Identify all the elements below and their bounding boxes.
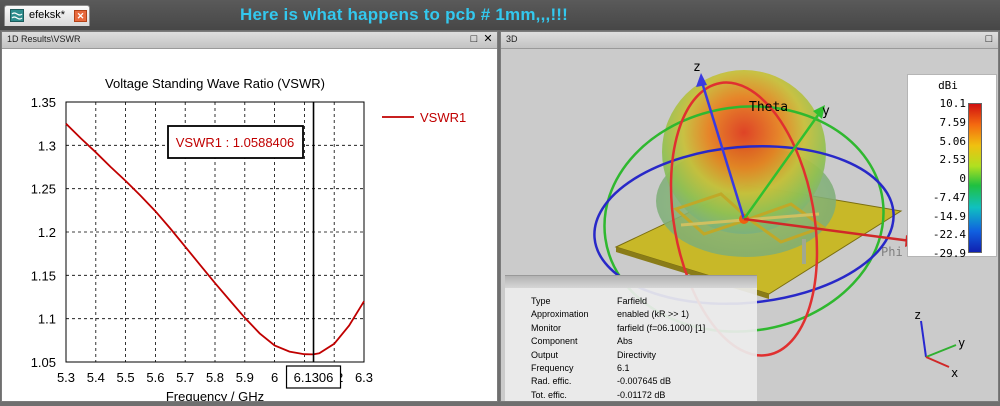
z-axis-label: z: [693, 60, 701, 75]
radiation-main-lobe: [662, 70, 826, 234]
y-tick-label: 1.35: [31, 95, 56, 110]
y-tick-label: 1.3: [38, 138, 56, 153]
colorbar-label: -29.9: [932, 247, 966, 260]
info-value: 6.1: [617, 363, 630, 373]
colorbar-label: -14.9: [932, 209, 966, 223]
info-row: Output Directivity: [531, 350, 656, 360]
info-key: Type: [531, 296, 551, 306]
panel-title: 3D: [506, 34, 518, 44]
panel-title: 1D Results\VSWR: [7, 34, 81, 44]
triad-x-label: x: [951, 366, 958, 380]
info-value: Farfield: [617, 296, 648, 306]
z-axis: [699, 78, 746, 220]
info-key: Rad. effic.: [531, 376, 572, 387]
y-tick-label: 1.15: [31, 268, 56, 283]
info-value: farfield (f=06.1000) [1]: [617, 322, 706, 333]
document-tab-label: efeksk*: [29, 9, 66, 21]
z-axis-arrowhead: [696, 73, 707, 87]
marker-readout: VSWR1 : 1.0588406: [176, 135, 295, 150]
x-tick-label: 6.3: [355, 370, 373, 385]
info-key: Approximation: [531, 309, 589, 320]
colorbar-label: 7.59: [939, 115, 967, 129]
y-axis-label: y: [822, 104, 830, 119]
farfield-info-panel: Type Farfield Approximation enabled (kR >> …: [505, 275, 757, 401]
info-key: Component: [531, 336, 578, 347]
info-key: Frequency: [531, 363, 574, 373]
triad-y-label: y: [958, 336, 965, 350]
vswr-chart[interactable]: Voltage Standing Wave Ratio (VSWR) 5.3 5.4…: [2, 49, 497, 404]
x-tick-label: 5.7: [176, 370, 194, 385]
legend-label: VSWR1: [420, 110, 466, 125]
y-axis: [742, 110, 823, 220]
y-tick-label: 1.2: [38, 225, 56, 240]
colorbar-label: 10.1: [939, 97, 967, 110]
x-tick-label: 5.5: [117, 370, 135, 385]
info-row: Tot. effic. -0.01172 dB: [531, 390, 665, 400]
info-row: Type Farfield: [531, 296, 647, 306]
phi-great-circle: [603, 105, 885, 333]
series-line-vswr1: [65, 123, 365, 356]
antenna-patch-right: [745, 202, 827, 244]
info-value: Directivity: [617, 349, 657, 360]
info-value: Abs: [617, 336, 633, 347]
x-tick-label: 5.3: [57, 370, 75, 385]
theta-great-circle: [669, 81, 819, 357]
maximize-icon[interactable]: □: [470, 33, 478, 45]
info-value: enabled (kR >> 1): [617, 309, 690, 320]
document-tab[interactable]: efeksk* ✕: [4, 5, 90, 26]
y-axis-arrowhead: [813, 105, 825, 119]
y-tick-label: 1.1: [38, 312, 56, 327]
vswr-result-panel: 1D Results\VSWR □ ✕ Voltage Standing Wav…: [1, 31, 498, 404]
close-icon[interactable]: ✕: [483, 33, 493, 45]
maximize-icon[interactable]: □: [985, 33, 993, 45]
vswr-chart-svg: Voltage Standing Wave Ratio (VSWR) 5.3 5.4…: [31, 76, 467, 404]
theta-label: Theta: [749, 100, 788, 115]
info-row: Approximation enabled (kR >> 1): [531, 309, 689, 319]
colorbar-gradient: [968, 103, 982, 253]
info-value: -0.01172 dB: [617, 389, 666, 400]
colorbar-label: 2.53: [939, 153, 967, 167]
info-row: Component Abs: [531, 336, 633, 346]
document-tab-bar: efeksk* ✕ Here is what happens to pcb # …: [0, 0, 1000, 30]
info-row: Rad. effic. -0.007645 dB: [531, 376, 671, 386]
x-axis-label: Frequency / GHz: [166, 389, 264, 401]
colorbar-label: -22.4: [932, 228, 966, 242]
colorbar-unit: dBi: [938, 79, 958, 92]
info-key: Output: [531, 349, 559, 360]
info-row: Monitor farfield (f=06.1000) [1]: [531, 323, 705, 333]
info-panel-header: [505, 276, 757, 288]
marker-x-box: [285, 365, 342, 389]
project-icon: [10, 9, 24, 22]
farfield-3d-panel: 3D □: [500, 31, 999, 402]
triad-x-axis: [925, 356, 950, 368]
x-tick-label: 5.6: [146, 370, 164, 385]
info-value: -0.007645 dB: [617, 376, 672, 387]
info-key: Tot. effic.: [531, 389, 567, 400]
x-axis: [743, 217, 912, 243]
panel-title-bar: 1D Results\VSWR □ ✕: [2, 32, 497, 49]
phi-label: Phi: [881, 245, 903, 259]
x-tick-label: 6: [271, 370, 278, 385]
triad-z-label: z: [914, 308, 921, 322]
y-tick-label: 1.05: [31, 355, 56, 370]
triad-z-axis: [920, 320, 927, 358]
colorbar-label: 0: [959, 172, 966, 185]
farfield-3d-view[interactable]: z y Theta Phi z y x dBi 10.1 7.59 5.06 2.53…: [501, 49, 998, 401]
colorbar-label: 5.06: [939, 134, 967, 148]
marker-readout-box: [167, 125, 304, 159]
chart-title: Voltage Standing Wave Ratio (VSWR): [105, 76, 325, 91]
panel-title-bar: 3D □: [501, 32, 998, 49]
info-key: Monitor: [531, 322, 562, 333]
y-tick-label: 1.25: [31, 182, 56, 197]
colorbar-label: -7.47: [932, 190, 966, 204]
info-row: Frequency 6.1: [531, 363, 630, 373]
x-tick-label: 5.9: [236, 370, 254, 385]
triad-y-axis: [925, 344, 957, 358]
close-icon[interactable]: ✕: [74, 10, 87, 22]
x-tick-label: 5.8: [206, 370, 224, 385]
headline-annotation: Here is what happens to pcb # 1mm,,,!!!: [240, 5, 569, 24]
marker-x-label: 6.1306: [294, 370, 334, 385]
directivity-colorbar: dBi 10.1 7.59 5.06 2.53 0 -7.47 -14.9 -22.4 -29.…: [907, 74, 997, 260]
x-tick-label: 5.4: [87, 370, 105, 385]
